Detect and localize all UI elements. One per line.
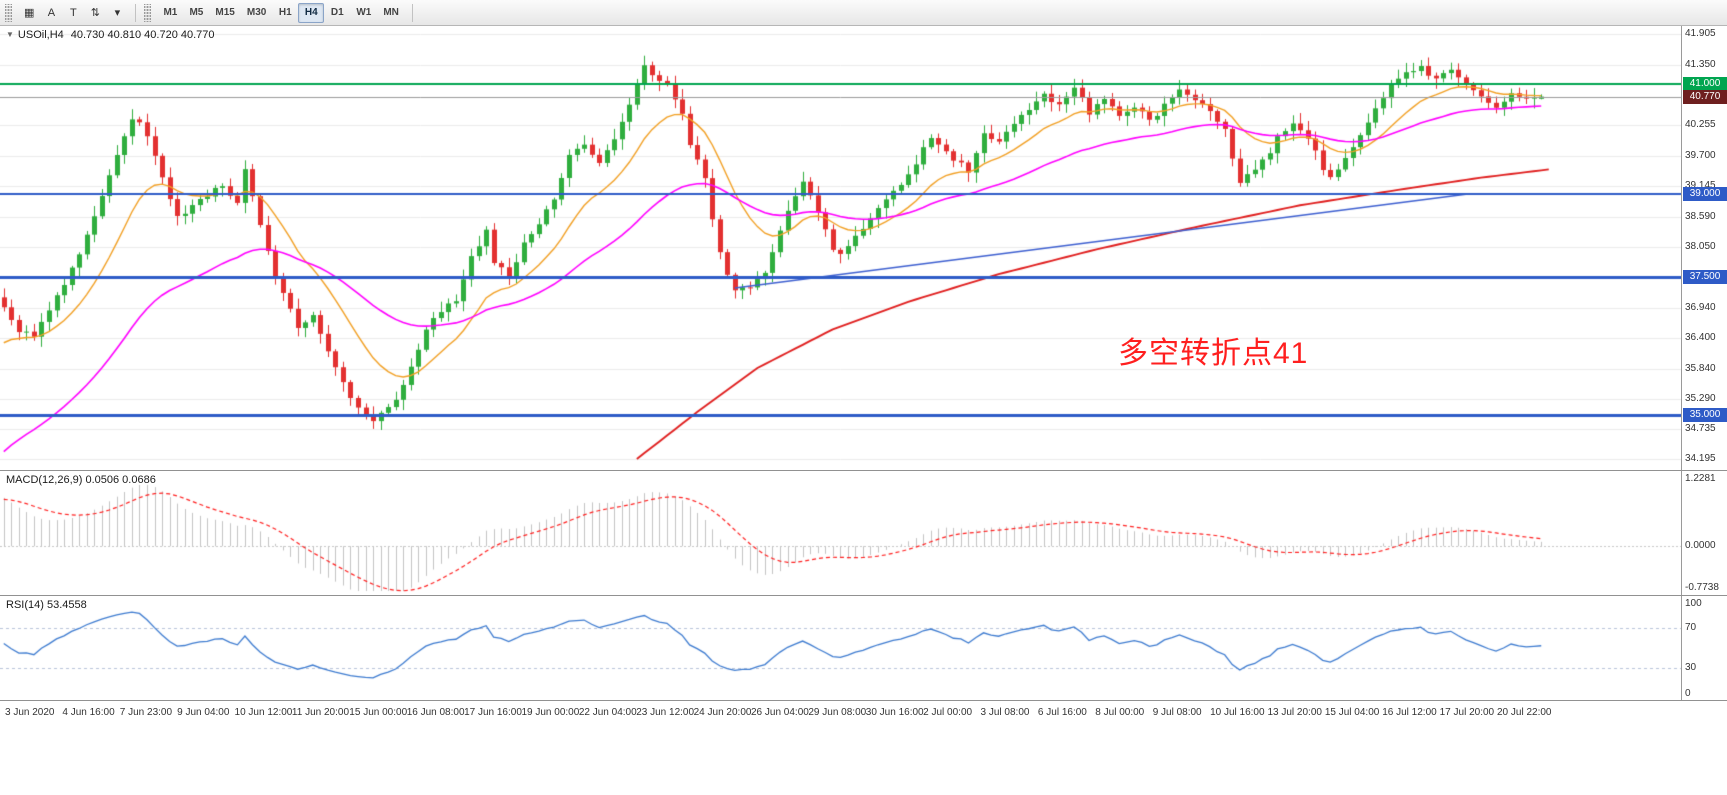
- rsi-title: RSI(14) 53.4558: [6, 599, 87, 611]
- time-label: 10 Jul 16:00: [1210, 707, 1265, 718]
- toolbar-separator: [135, 3, 137, 22]
- price-tick-label: 34.195: [1685, 453, 1716, 465]
- timeframe-mn-button[interactable]: MN: [383, 7, 399, 18]
- time-label: 11 Jun 20:00: [291, 707, 350, 718]
- time-label: 29 Jun 08:00: [808, 707, 867, 718]
- toolbar-button-group: ▦ A T ⇅ ▾: [18, 3, 128, 23]
- time-label: 10 Jun 12:00: [234, 707, 293, 718]
- time-label: 9 Jun 04:00: [177, 707, 230, 718]
- rsi-scale[interactable]: 100 70 30 0: [1681, 596, 1727, 700]
- toolbar-separator-2: [411, 3, 413, 22]
- time-label: 26 Jun 04:00: [751, 707, 809, 718]
- time-label: 7 Jun 23:00: [119, 707, 173, 718]
- toolbar-chart-grid-button[interactable]: ▦: [24, 7, 35, 19]
- rsi-tick-label: 70: [1685, 622, 1697, 634]
- chart-ohlc-values: 40.730 40.810 40.720 40.770: [70, 29, 215, 41]
- toolbar-dropdown-button[interactable]: ▾: [114, 7, 121, 19]
- panel-divider-rsi[interactable]: [0, 595, 1727, 596]
- timeframe-h4-button[interactable]: H4: [298, 2, 325, 23]
- collapse-chart-icon[interactable]: ▼: [6, 30, 14, 39]
- chart-title: ▼ USOil,H4 40.730 40.810 40.720 40.770: [6, 29, 215, 41]
- time-label: 17 Jun 16:00: [464, 707, 522, 718]
- time-label: 17 Jul 20:00: [1439, 707, 1495, 718]
- level-price-label: 35.000: [1683, 407, 1727, 422]
- rsi-tick-label: 30: [1685, 661, 1697, 673]
- chart-annotation-text: 多空转折点41: [1118, 337, 1309, 370]
- rsi-tick-label: 0: [1685, 688, 1691, 699]
- macd-canvas[interactable]: [0, 471, 1681, 595]
- price-tick-label: 40.255: [1685, 119, 1716, 130]
- price-tick-label: 41.350: [1685, 58, 1716, 70]
- time-label: 2 Jul 00:00: [923, 707, 973, 718]
- price-tick-label: 35.290: [1685, 392, 1716, 404]
- time-label: 20 Jul 22:00: [1497, 707, 1552, 718]
- macd-tick-label: 0.0000: [1685, 540, 1716, 552]
- time-label: 30 Jun 16:00: [865, 707, 924, 718]
- rsi-tick-label: 100: [1685, 598, 1702, 609]
- time-label: 4 Jun 16:00: [62, 707, 115, 718]
- time-label: 15 Jun 00:00: [349, 707, 408, 718]
- timeframe-d1-button[interactable]: D1: [330, 7, 344, 18]
- price-chart-panel: ▼ USOil,H4 40.730 40.810 40.720 40.770 多空转…: [0, 26, 1727, 470]
- time-label: 15 Jul 04:00: [1324, 707, 1380, 718]
- toolbar: ▦ A T ⇅ ▾ M1 M5 M15 M30 H1 H4 D1 W1 MN: [0, 0, 1727, 26]
- price-scale[interactable]: 41.905 41.350 40.255 39.700 39.145 38.590 38.0…: [1681, 26, 1727, 470]
- time-label: 6 Jul 16:00: [1037, 707, 1087, 718]
- time-label: 24 Jun 20:00: [693, 707, 752, 718]
- time-label: 16 Jun 08:00: [406, 707, 465, 718]
- macd-panel: MACD(12,26,9) 0.0506 0.0686 1.2281 0.0000…: [0, 471, 1727, 595]
- timeframe-button-group: M1 M5 M15 M30 H1 H4 D1 W1 MN: [157, 2, 404, 23]
- time-label: 19 Jun 00:00: [521, 707, 580, 718]
- price-tick-label: 34.735: [1685, 423, 1716, 435]
- toolbar-indicators-button[interactable]: ⇅: [90, 7, 101, 19]
- timeframe-w1-button[interactable]: W1: [356, 7, 372, 18]
- toolbar-annotate-a-button[interactable]: A: [47, 6, 56, 19]
- time-label: 8 Jul 00:00: [1095, 707, 1145, 718]
- chart-area: ▼ USOil,H4 40.730 40.810 40.720 40.770 多空转…: [0, 26, 1727, 795]
- macd-tick-label: 1.2281: [1685, 473, 1716, 484]
- level-price-label: 37.500: [1683, 269, 1727, 284]
- timeframe-m1-button[interactable]: M1: [163, 7, 178, 18]
- price-tick-label: 41.905: [1685, 27, 1716, 39]
- panel-divider-time: [0, 700, 1727, 701]
- level-price-label: 41.000: [1683, 76, 1727, 91]
- time-axis[interactable]: 3 Jun 2020 4 Jun 16:00 7 Jun 23:00 9 Jun 04…: [0, 701, 1727, 725]
- price-tick-label: 38.050: [1685, 240, 1716, 252]
- time-label: 3 Jul 08:00: [980, 707, 1030, 718]
- level-price-label: 39.000: [1683, 187, 1727, 202]
- price-tick-label: 35.840: [1685, 362, 1716, 374]
- time-label: 22 Jun 04:00: [578, 707, 637, 718]
- toolbar-grip-icon[interactable]: [5, 3, 12, 22]
- price-tick-label: 36.940: [1685, 301, 1716, 313]
- macd-scale[interactable]: 1.2281 0.0000 -0.7738: [1681, 471, 1727, 595]
- time-label: 9 Jul 08:00: [1152, 707, 1202, 718]
- current-price-label: 40.770: [1683, 89, 1727, 104]
- price-tick-label: 39.700: [1685, 149, 1716, 161]
- time-label: 3 Jun 2020: [5, 707, 55, 718]
- price-tick-label: 38.590: [1685, 210, 1716, 222]
- timeframe-h1-button[interactable]: H1: [278, 7, 292, 18]
- chart-symbol-label: USOil,H4: [17, 29, 64, 41]
- timeframe-toolbar-grip-icon[interactable]: [144, 3, 152, 22]
- macd-tick-label: -0.7738: [1685, 582, 1719, 593]
- timeframe-m5-button[interactable]: M5: [189, 7, 204, 18]
- time-label: 13 Jul 20:00: [1267, 707, 1322, 718]
- timeframe-m30-button[interactable]: M30: [246, 7, 267, 18]
- panel-divider-macd[interactable]: [0, 470, 1727, 471]
- time-label: 16 Jul 12:00: [1382, 707, 1437, 718]
- price-tick-label: 36.400: [1685, 331, 1716, 343]
- rsi-panel: RSI(14) 53.4558 100 70 30 0: [0, 596, 1727, 700]
- price-chart-canvas[interactable]: [0, 26, 1681, 470]
- price-tick-label: 39.145: [1685, 180, 1716, 192]
- timeframe-m15-button[interactable]: M15: [215, 7, 235, 18]
- time-label: 23 Jun 12:00: [636, 707, 695, 718]
- macd-title: MACD(12,26,9) 0.0506 0.0686: [6, 474, 156, 486]
- toolbar-text-t-button[interactable]: T: [70, 6, 77, 19]
- rsi-canvas[interactable]: [0, 596, 1681, 700]
